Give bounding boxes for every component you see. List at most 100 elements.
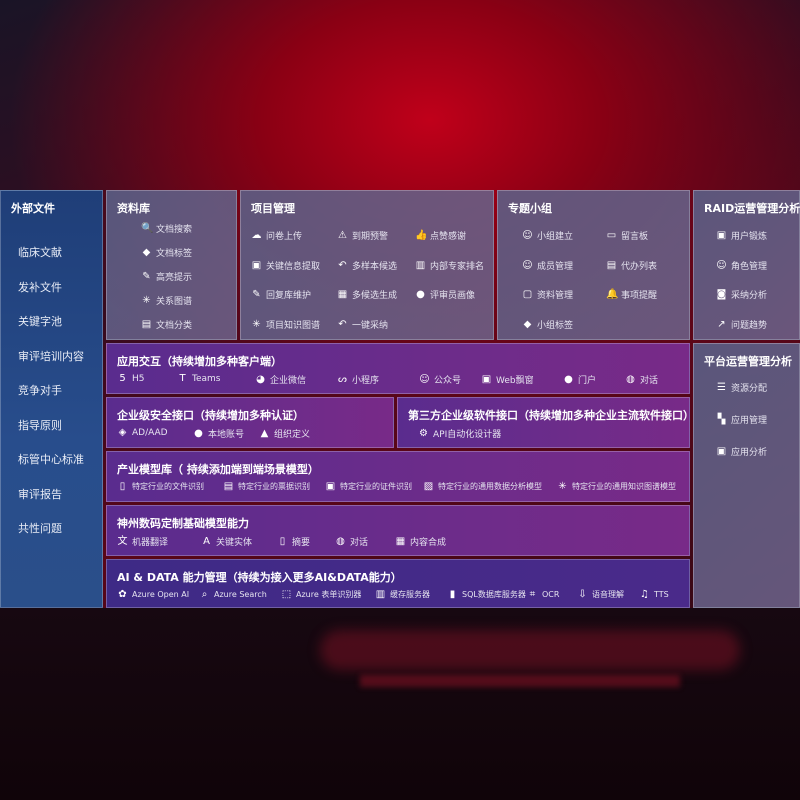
sidebar-item[interactable]: 关键字池: [18, 315, 62, 328]
panel-item[interactable]: ▣ 关键信息提取: [251, 259, 320, 272]
sidebar-item[interactable]: 指导原则: [18, 418, 62, 432]
panel-item[interactable]: ✳ 项目知识图谱: [251, 318, 320, 331]
capability-item[interactable]: ▨ 特定行业的通用数据分析模型: [423, 481, 542, 492]
panel-title: RAID运营管理分析: [704, 202, 800, 215]
user-icon: ●: [416, 289, 425, 300]
item-label: 文档搜索: [156, 225, 193, 235]
sidebar-item[interactable]: 审评培训内容: [18, 349, 84, 363]
sidebar-item[interactable]: 共性问题: [18, 522, 62, 535]
capability-item[interactable]: ⚙ API自动化设计器: [418, 427, 501, 440]
window-icon: ▣: [251, 259, 262, 271]
chat-icon: ◍: [336, 536, 345, 547]
panel-item[interactable]: ☺ 小组建立: [522, 229, 573, 242]
panel-item[interactable]: ↶ 多样本候选: [337, 259, 397, 272]
panel-item[interactable]: 🔔 事项提醒: [606, 288, 657, 301]
capability-item[interactable]: ⌕ Azure Search: [199, 589, 267, 600]
capability-item[interactable]: 文机器翻译: [117, 535, 169, 548]
capability-item[interactable]: ▯ 特定行业的文件识别: [117, 481, 204, 492]
item-label: TTS: [654, 590, 669, 599]
item-label: 资料管理: [537, 291, 574, 301]
capability-item[interactable]: ▣ Web飘窗: [481, 373, 534, 386]
panel-item[interactable]: ✎ 回复库维护: [251, 288, 311, 301]
sidebar-item[interactable]: 临床文献: [18, 246, 62, 259]
search-icon: ⌕: [201, 589, 208, 600]
panel-item[interactable]: 👍 点赞感谢: [415, 229, 466, 242]
clipboard-icon: ▤: [606, 259, 617, 271]
capability-item[interactable]: ✳ 特定行业的通用知识图谱模型: [557, 481, 676, 492]
panel-item[interactable]: ☰ 资源分配: [716, 381, 767, 394]
item-label: 特定行业的通用知识图谱模型: [572, 482, 676, 491]
capability-item[interactable]: 5 H5: [117, 373, 145, 384]
panel-item[interactable]: ✎ 高亮提示: [141, 270, 192, 283]
capability-item[interactable]: ▯ 摘要: [277, 535, 310, 548]
panel-item[interactable]: 🔍 文档搜索: [141, 222, 192, 235]
bell-icon: 🔔: [606, 289, 619, 300]
panel-item[interactable]: ◆ 文档标签: [141, 246, 192, 259]
sidebar-item[interactable]: 发补文件: [18, 280, 62, 294]
panel-title: AI & DATA 能力管理（持续为接入更多AI&DATA能力）: [117, 571, 402, 584]
item-label: Teams: [192, 373, 221, 384]
capability-item[interactable]: ◍ 对话: [335, 535, 368, 548]
panel-item[interactable]: ▚ 应用管理: [716, 413, 767, 426]
capability-item[interactable]: ☺ 公众号: [419, 373, 461, 386]
list-icon: ☰: [717, 382, 726, 393]
panel-item[interactable]: ▥ 内部专家排名: [415, 259, 484, 272]
panel-item[interactable]: ▤ 代办列表: [606, 259, 657, 272]
item-label: 问卷上传: [266, 232, 303, 242]
panel-item[interactable]: ● 评审员画像: [415, 288, 475, 301]
panel-item[interactable]: ▦ 多候选生成: [337, 288, 397, 301]
panel-item[interactable]: ▤ 文档分类: [141, 318, 192, 331]
capability-item[interactable]: ▦ 内容合成: [395, 535, 446, 548]
panel-item[interactable]: ✳ 关系图谱: [141, 294, 192, 307]
capability-item[interactable]: ⇩ 语音理解: [577, 589, 624, 600]
capability-item[interactable]: ᔕ 小程序: [337, 373, 379, 386]
item-label: 特定行业的票据识别: [238, 482, 310, 491]
sidebar-item[interactable]: 审评报告: [18, 487, 62, 501]
row-base-models: 神州数码定制基础模型能力文机器翻译 A 关键实体 ▯ 摘要 ◍ 对话 ▦ 内容合成: [106, 505, 690, 556]
item-label: 采纳分析: [731, 291, 768, 301]
panel-item[interactable]: ▣ 应用分析: [716, 445, 767, 458]
graph-icon: ✳: [252, 318, 261, 330]
capability-item[interactable]: ▣ 特定行业的证件识别: [325, 481, 412, 492]
sidebar-item[interactable]: 标管中心标准: [18, 453, 84, 466]
capability-item[interactable]: ⌗ OCR: [527, 589, 560, 600]
panel-item[interactable]: ☺ 成员管理: [522, 259, 573, 272]
capability-item[interactable]: ◍ 对话: [625, 373, 658, 386]
panel-title: 第三方企业级软件接口（持续增加多种企业主流软件接口）: [408, 409, 694, 422]
capability-item[interactable]: ♫ TTS: [639, 589, 669, 600]
row-thirdparty-interface: 第三方企业级软件接口（持续增加多种企业主流软件接口） ⚙ API自动化设计器: [397, 397, 694, 448]
capability-item[interactable]: ▲ 组织定义: [259, 427, 310, 440]
capability-item[interactable]: ▤ 特定行业的票据识别: [223, 481, 310, 492]
panel-item[interactable]: ☺ 角色管理: [716, 259, 767, 272]
panel-item[interactable]: ↶ 一键采纳: [337, 318, 388, 331]
item-label: H5: [132, 373, 145, 384]
panel-item[interactable]: ◙ 采纳分析: [716, 288, 767, 301]
capability-item[interactable]: A 关键实体: [201, 535, 252, 548]
capability-item[interactable]: ✿ Azure Open AI: [117, 589, 189, 600]
panel-item[interactable]: ☁ 问卷上传: [251, 229, 303, 242]
panel-item[interactable]: ▣ 用户锻炼: [716, 229, 767, 242]
graph-icon: ✳: [558, 481, 567, 492]
panel-item[interactable]: ▭ 留言板: [606, 229, 648, 242]
sidebar-external-files: 外部文件 临床文献 发补文件 关键字池 审评培训内容 竞争对手 指导原则 标管中心标准 审评报…: [0, 190, 103, 608]
capability-item[interactable]: ▥ 缓存服务器: [375, 589, 430, 600]
cloud-upload-icon: ☁: [251, 230, 262, 241]
panel-item[interactable]: ◆ 小组标签: [522, 318, 573, 331]
capability-item[interactable]: ◈ AD/AAD: [117, 427, 168, 438]
panel-item[interactable]: ⚠ 到期预警: [337, 229, 388, 242]
item-label: 语音理解: [592, 590, 624, 599]
folder-icon: ▢: [522, 289, 533, 300]
capability-item[interactable]: ● 本地账号: [193, 427, 244, 440]
item-label: 特定行业的通用数据分析模型: [438, 482, 542, 491]
panel-item[interactable]: ▢ 资料管理: [522, 288, 573, 301]
item-label: 本地账号: [208, 430, 245, 440]
panel-item[interactable]: ↗ 问题趋势: [716, 318, 767, 331]
panel-library: 资料库 🔍 文档搜索 ◆ 文档标签 ✎ 高亮提示 ✳ 关系图谱 ▤ 文档分类: [106, 190, 237, 340]
capability-item[interactable]: ⬚ Azure 表单识别器: [281, 589, 362, 600]
capability-item[interactable]: ▮ SQL数据库服务器: [447, 589, 526, 600]
capability-item[interactable]: T Teams: [177, 373, 220, 384]
sidebar-item[interactable]: 竞争对手: [18, 384, 62, 397]
capability-item[interactable]: ● 门户: [563, 373, 596, 386]
capability-item[interactable]: ◕ 企业微信: [255, 373, 306, 386]
ad-icon: ◈: [118, 427, 127, 438]
